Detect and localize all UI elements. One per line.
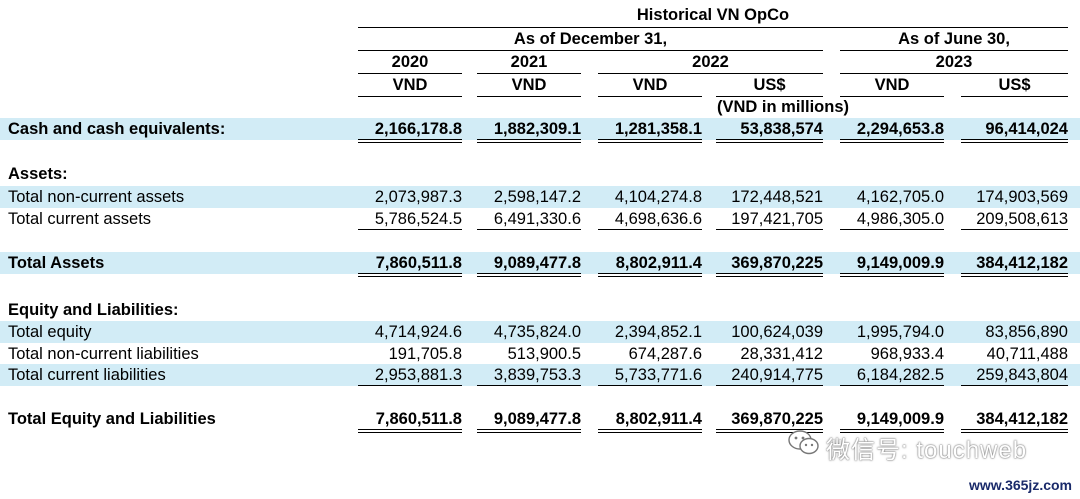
cell-2023-vnd: 6,184,282.5	[840, 365, 944, 386]
cell-2021: 1,882,309.1	[477, 119, 581, 143]
currency-2023-vnd: VND	[874, 76, 910, 94]
cell-2022-vnd: 8,802,911.4	[598, 253, 702, 277]
cell-2023-usd: 259,843,804	[961, 365, 1068, 386]
cell-2020: 2,953,881.3	[358, 365, 462, 386]
year-2020: 2020	[391, 53, 429, 71]
year-2022: 2022	[692, 53, 729, 71]
table-row-current-assets: Total current assets 5,786,524.5 6,491,3…	[0, 208, 1080, 230]
section-heading-assets: Assets:	[0, 163, 1080, 185]
currency-rule-6	[961, 96, 1068, 97]
row-label: Total non-current liabilities	[8, 345, 199, 363]
section-label: Assets:	[8, 165, 68, 183]
year-2023: 2023	[935, 53, 973, 71]
cell-2021: 2,598,147.2	[493, 188, 581, 206]
table-row-total-assets: Total Assets 7,860,511.8 9,089,477.8 8,8…	[0, 252, 1080, 277]
currency-rule-5	[840, 96, 944, 97]
cell-2022-vnd: 2,394,852.1	[614, 323, 702, 341]
table-row-total-equity-liabilities: Total Equity and Liabilities 7,860,511.8…	[0, 408, 1080, 433]
currency-rule-4	[716, 96, 823, 97]
cell-2022-usd: 369,870,225	[716, 409, 823, 433]
currency-rule-2	[477, 96, 581, 97]
cell-2020: 2,166,178.8	[358, 119, 462, 143]
cell-2023-usd: 174,903,569	[976, 188, 1068, 206]
section-label: Equity and Liabilities:	[8, 301, 179, 319]
cell-2021: 9,089,477.8	[477, 409, 581, 433]
cell-2023-vnd: 9,149,009.9	[840, 253, 944, 277]
currency-rule-3	[598, 96, 702, 97]
row-label: Total current assets	[8, 210, 152, 228]
cell-2022-vnd: 5,733,771.6	[598, 365, 702, 386]
cell-2020: 4,714,924.6	[374, 323, 462, 341]
cell-2021: 6,491,330.6	[477, 209, 581, 230]
cell-2021: 9,089,477.8	[477, 253, 581, 277]
cell-2022-vnd: 4,104,274.8	[614, 188, 702, 206]
cell-2023-usd: 384,412,182	[961, 409, 1068, 433]
cell-2023-usd: 209,508,613	[961, 209, 1068, 230]
cell-2022-usd: 197,421,705	[716, 209, 823, 230]
row-label: Total Equity and Liabilities	[8, 410, 216, 428]
currency-2022-vnd: VND	[632, 76, 668, 94]
cell-2022-usd: 100,624,039	[731, 323, 823, 341]
cell-2021: 513,900.5	[507, 345, 581, 363]
table-row-cash: Cash and cash equivalents: 2,166,178.8 1…	[0, 118, 1080, 143]
cell-2022-vnd: 8,802,911.4	[598, 409, 702, 433]
group-december: As of December 31,	[513, 30, 668, 48]
cell-2020: 7,860,511.8	[358, 253, 462, 277]
cell-2022-usd: 172,448,521	[731, 188, 823, 206]
table-row-noncurrent-assets: Total non-current assets 2,073,987.3 2,5…	[0, 186, 1080, 208]
wechat-icon	[788, 430, 819, 455]
cell-2020: 191,705.8	[388, 345, 462, 363]
cell-2023-usd: 40,711,488	[986, 345, 1068, 363]
watermark-text: 微信号: touchweb	[826, 437, 1028, 464]
entity-title: Historical VN OpCo	[636, 6, 790, 24]
row-label: Total current liabilities	[8, 366, 166, 384]
table-row-noncurrent-liabilities: Total non-current liabilities 191,705.8 …	[0, 343, 1080, 365]
cell-2022-vnd: 674,287.6	[628, 345, 702, 363]
section-heading-equity-liabilities: Equity and Liabilities:	[0, 299, 1080, 321]
cell-2022-vnd: 4,698,636.6	[598, 209, 702, 230]
year-rule-2020	[358, 73, 462, 74]
cell-2022-vnd: 1,281,358.1	[598, 119, 702, 143]
cell-2023-vnd: 9,149,009.9	[840, 409, 944, 433]
cell-2022-usd: 240,914,775	[716, 365, 823, 386]
table-row-current-liabilities: Total current liabilities 2,953,881.3 3,…	[0, 364, 1080, 386]
cell-2023-vnd: 4,162,705.0	[856, 188, 944, 206]
currency-2021-vnd: VND	[511, 76, 547, 94]
cell-2022-usd: 53,838,574	[716, 119, 823, 143]
cell-2023-usd: 83,856,890	[985, 323, 1068, 341]
cell-2022-usd: 28,331,412	[740, 345, 823, 363]
cell-2023-vnd: 2,294,653.8	[840, 119, 944, 143]
currency-rule-1	[358, 96, 462, 97]
cell-2020: 5,786,524.5	[358, 209, 462, 230]
cell-2023-vnd: 4,986,305.0	[840, 209, 944, 230]
watermark-site: www.365jz.com	[969, 477, 1072, 493]
row-label: Cash and cash equivalents:	[8, 120, 226, 138]
entity-rule	[358, 27, 1068, 28]
group-june-rule	[840, 50, 1068, 51]
cell-2022-usd: 369,870,225	[716, 253, 823, 277]
cell-2021: 3,839,753.3	[477, 365, 581, 386]
unit-note: (VND in millions)	[717, 98, 849, 116]
row-label: Total Assets	[8, 254, 105, 272]
table-row-total-equity: Total equity 4,714,924.6 4,735,824.0 2,3…	[0, 321, 1080, 343]
row-label: Total equity	[8, 323, 92, 341]
group-june: As of June 30,	[898, 30, 1010, 48]
row-label: Total non-current assets	[8, 188, 185, 206]
cell-2023-vnd: 968,933.4	[870, 345, 944, 363]
cell-2020: 2,073,987.3	[374, 188, 462, 206]
currency-2022-usd: US$	[753, 76, 786, 94]
year-rule-2022	[598, 73, 823, 74]
cell-2021: 4,735,824.0	[493, 323, 581, 341]
group-december-rule	[358, 50, 823, 51]
year-rule-2021	[477, 73, 581, 74]
cell-2023-usd: 384,412,182	[961, 253, 1068, 277]
currency-2020-vnd: VND	[392, 76, 428, 94]
cell-2023-usd: 96,414,024	[961, 119, 1068, 143]
cell-2020: 7,860,511.8	[358, 409, 462, 433]
currency-2023-usd: US$	[998, 76, 1031, 94]
cell-2023-vnd: 1,995,794.0	[856, 323, 944, 341]
year-rule-2023	[840, 73, 1068, 74]
year-2021: 2021	[510, 53, 548, 71]
